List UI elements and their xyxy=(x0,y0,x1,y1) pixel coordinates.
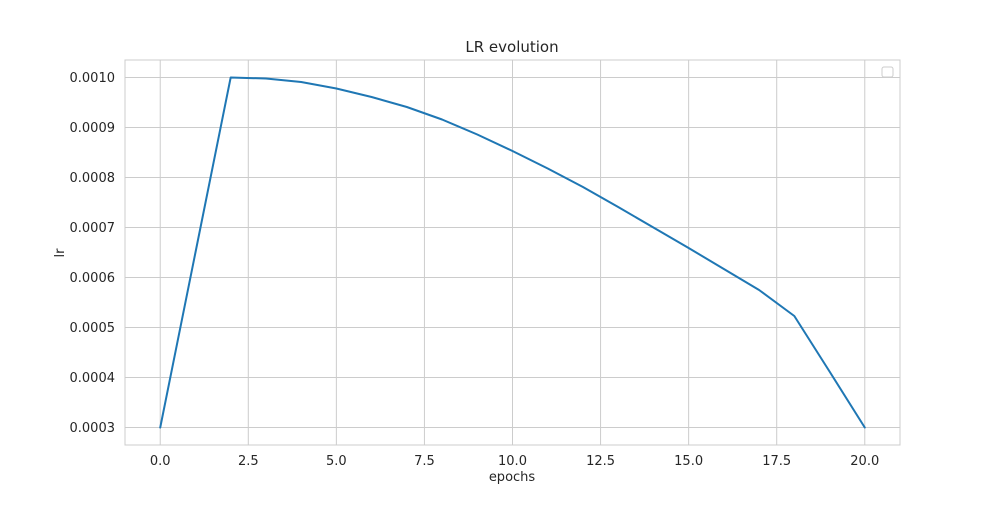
grid xyxy=(125,60,900,445)
chart-title: LR evolution xyxy=(465,38,558,56)
legend-box xyxy=(881,66,894,78)
x-tick-label: 0.0 xyxy=(150,454,171,469)
x-tick-label: 20.0 xyxy=(850,454,879,469)
y-axis-label: lr xyxy=(53,248,68,258)
x-tick-label: 12.5 xyxy=(586,454,615,469)
y-tick-label: 0.0004 xyxy=(70,371,116,386)
y-tick-label: 0.0008 xyxy=(70,171,116,186)
series-layer xyxy=(159,76,866,429)
y-tick-label: 0.0009 xyxy=(70,121,116,136)
y-tick-label: 0.0006 xyxy=(70,271,116,286)
x-tick-label: 15.0 xyxy=(674,454,703,469)
y-tick-label: 0.0005 xyxy=(70,321,116,336)
x-axis-label: epochs xyxy=(489,470,536,485)
x-tick-label: 10.0 xyxy=(498,454,527,469)
y-tick-label: 0.0003 xyxy=(70,421,116,436)
x-tick-label: 17.5 xyxy=(762,454,791,469)
lr-series-line xyxy=(159,76,866,429)
x-tick-label: 7.5 xyxy=(414,454,435,469)
x-tick-label: 2.5 xyxy=(238,454,259,469)
x-tick-label: 5.0 xyxy=(326,454,347,469)
y-tick-label: 0.0010 xyxy=(70,71,116,86)
y-tick-label: 0.0007 xyxy=(70,221,116,236)
tick-labels: 0.0 2.5 5.0 7.5 10.0 12.5 15.0 17.5 20.0 0.0003 0.… xyxy=(70,71,880,469)
